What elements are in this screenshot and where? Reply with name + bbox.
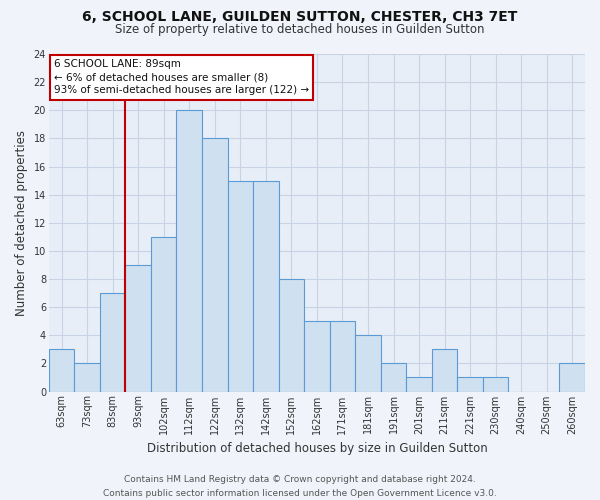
Bar: [125, 265, 151, 392]
Bar: [483, 378, 508, 392]
Bar: [355, 336, 381, 392]
Bar: [278, 279, 304, 392]
Bar: [253, 180, 278, 392]
Text: Size of property relative to detached houses in Guilden Sutton: Size of property relative to detached ho…: [115, 22, 485, 36]
Bar: [227, 180, 253, 392]
Bar: [457, 378, 483, 392]
Bar: [176, 110, 202, 392]
Bar: [559, 364, 585, 392]
Bar: [406, 378, 432, 392]
Bar: [74, 364, 100, 392]
Bar: [329, 321, 355, 392]
Y-axis label: Number of detached properties: Number of detached properties: [15, 130, 28, 316]
Text: 6 SCHOOL LANE: 89sqm
← 6% of detached houses are smaller (8)
93% of semi-detache: 6 SCHOOL LANE: 89sqm ← 6% of detached ho…: [54, 59, 310, 96]
Text: Contains HM Land Registry data © Crown copyright and database right 2024.
Contai: Contains HM Land Registry data © Crown c…: [103, 476, 497, 498]
Text: 6, SCHOOL LANE, GUILDEN SUTTON, CHESTER, CH3 7ET: 6, SCHOOL LANE, GUILDEN SUTTON, CHESTER,…: [82, 10, 518, 24]
Bar: [49, 350, 74, 392]
X-axis label: Distribution of detached houses by size in Guilden Sutton: Distribution of detached houses by size …: [146, 442, 487, 455]
Bar: [151, 237, 176, 392]
Bar: [304, 321, 329, 392]
Bar: [432, 350, 457, 392]
Bar: [381, 364, 406, 392]
Bar: [202, 138, 227, 392]
Bar: [100, 293, 125, 392]
